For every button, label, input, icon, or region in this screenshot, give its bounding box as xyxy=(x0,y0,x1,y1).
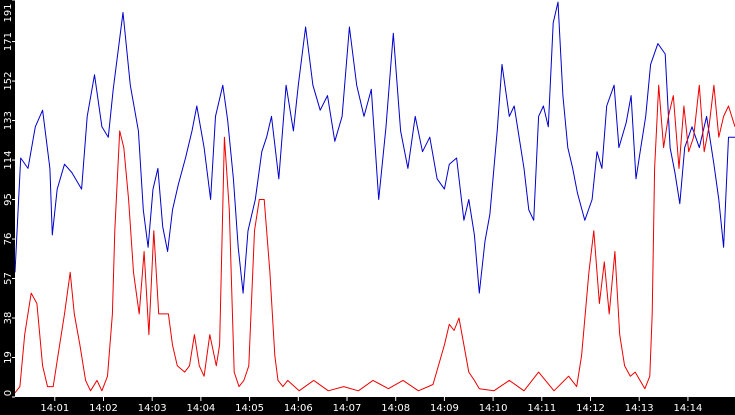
x-tick-label: 14:03 xyxy=(138,403,167,414)
y-tick-label: 191 xyxy=(3,3,14,22)
y-tick-label: 133 xyxy=(3,111,14,130)
x-tick-label: 14:06 xyxy=(284,403,313,414)
x-tick-label: 14:11 xyxy=(527,403,556,414)
x-tick-label: 14:07 xyxy=(333,403,362,414)
x-tick-label: 14:12 xyxy=(576,403,605,414)
x-tick-label: 14:05 xyxy=(235,403,264,414)
y-tick-label: 114 xyxy=(3,151,14,170)
x-tick-label: 14:09 xyxy=(430,403,459,414)
y-tick-label: 19 xyxy=(3,351,14,364)
y-tick-label: 95 xyxy=(3,193,14,206)
x-axis-ticks: 14:01 14:02 14:03 14:04 14:05 14:06 14:07 14:08… xyxy=(40,397,702,414)
x-tick-label: 14:02 xyxy=(89,403,118,414)
x-axis-bar xyxy=(0,397,735,415)
plot-area xyxy=(15,0,735,397)
x-tick-label: 14:14 xyxy=(674,403,703,414)
x-tick-label: 14:10 xyxy=(479,403,508,414)
x-tick-label: 14:01 xyxy=(40,403,69,414)
y-tick-label: 0 xyxy=(3,390,14,396)
y-tick-label: 57 xyxy=(3,272,14,285)
series-line-1 xyxy=(14,1,735,294)
x-tick-label: 14:13 xyxy=(625,403,654,414)
y-axis-bar xyxy=(0,0,15,415)
x-tick-label: 14:08 xyxy=(381,403,410,414)
y-tick-label: 76 xyxy=(3,233,14,246)
y-tick-label: 171 xyxy=(3,32,14,51)
y-axis-ticks: 0 19 38 57 76 95 114 133 152 171 191 xyxy=(3,0,15,398)
series-layer xyxy=(14,1,735,394)
y-tick-label: 38 xyxy=(3,312,14,325)
series-line-2 xyxy=(14,84,735,394)
x-tick-label: 14:04 xyxy=(186,403,215,414)
y-tick-label: 152 xyxy=(3,72,14,91)
